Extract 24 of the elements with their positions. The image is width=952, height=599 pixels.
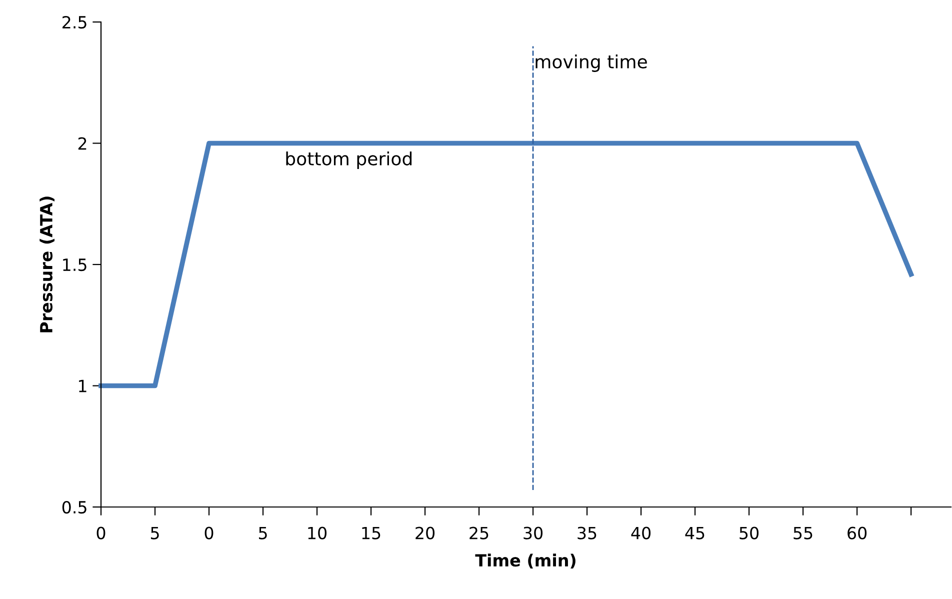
- x-tick-label: 0: [96, 526, 106, 540]
- x-tick-label: 10: [308, 526, 327, 540]
- x-tick-label: 25: [470, 526, 488, 540]
- x-tick-label: 60: [848, 526, 867, 540]
- x-tick-label: 40: [631, 526, 651, 540]
- x-tick-label: 55: [794, 526, 812, 540]
- y-axis-title: Pressure (ATA): [40, 196, 54, 332]
- x-tick-label: 35: [578, 526, 596, 540]
- x-tick-label: 0: [204, 526, 214, 540]
- x-tick-label: 15: [362, 526, 380, 540]
- x-tick-label: 30: [524, 526, 543, 540]
- ref-line-label: moving time: [536, 54, 647, 72]
- x-tick-label: 5: [150, 526, 159, 540]
- y-tick-label: 1.5: [63, 258, 86, 272]
- x-tick-label: 50: [740, 526, 759, 540]
- annotation: bottom period: [286, 151, 412, 169]
- y-tick-label: 0.5: [62, 500, 86, 514]
- y-tick-label: 2: [78, 137, 86, 150]
- x-axis-title: Time (min): [475, 554, 576, 569]
- x-tick-label: 5: [258, 526, 267, 540]
- y-tick-label: 1: [79, 380, 86, 392]
- x-tick-label: 20: [416, 526, 435, 540]
- y-tick-label: 2.5: [62, 16, 86, 29]
- x-tick-label: 45: [685, 526, 704, 540]
